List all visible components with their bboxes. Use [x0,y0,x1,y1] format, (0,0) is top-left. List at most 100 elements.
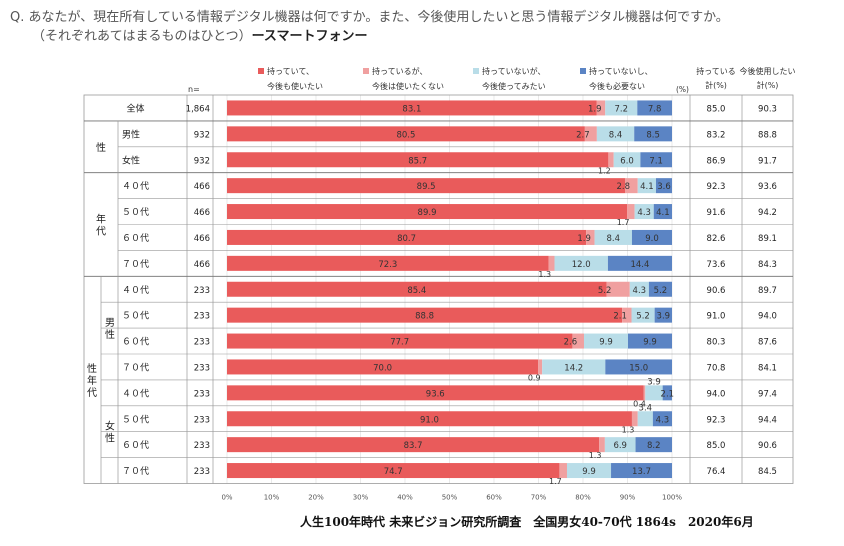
bar-segment [227,126,585,142]
want-total: 89.1 [758,234,777,244]
row-label: ５０代 [122,414,149,425]
row-label: ６０代 [122,337,149,348]
bar-value-label: 7.1 [649,156,663,166]
bar-value-label: 1.2 [598,166,611,175]
row-label: 男性 [122,128,140,140]
x-tick-label: 60% [486,494,502,501]
own-total: 85.0 [707,441,726,451]
row-n: 233 [194,363,210,373]
x-tick-label: 30% [353,494,369,501]
bar-value-label: 12.0 [572,260,591,270]
own-total: 73.6 [707,260,726,270]
own-total: 86.9 [707,156,726,166]
bar-value-label: 4.3 [637,208,651,218]
bar-value-label: 4.1 [640,182,654,192]
bar-segment [662,385,672,401]
bar-segment [648,281,672,297]
bar-segment [227,281,607,297]
group-label: 性 [87,362,97,375]
legend-swatch [473,68,479,74]
own-total: 91.6 [707,208,726,218]
x-tick-label: 10% [264,494,280,501]
group-label: 代 [87,387,97,399]
row-n: 932 [194,130,210,140]
bar-value-label: 2.1 [613,312,627,322]
bar-segment [596,126,635,142]
row-label: 全体 [126,102,144,114]
column-header: 持っている [696,66,736,76]
group-label: 性 [96,141,106,154]
bar-value-label: 3.4 [639,403,653,413]
bar-value-label: 85.7 [408,156,427,166]
question-line-1: Q. あなたが、現在所有している情報デジタル機器は何ですか。また、今後使用したい… [10,10,729,25]
row-label: ７０代 [122,259,149,270]
own-total: 94.0 [707,389,726,399]
want-total: 97.4 [758,389,777,399]
legend-label: 今後使ってみたい [482,81,546,91]
column-header: 計(%) [757,80,779,90]
want-total: 94.4 [758,415,777,425]
bar-segment [594,229,632,245]
bar-segment [608,152,614,168]
legend-label: 持っているが、 [372,66,427,76]
bar-segment [631,411,638,427]
legend-label: 持っていないし、 [589,66,653,76]
table-frame [83,94,794,484]
bar-segment [548,255,555,271]
row-n: 466 [194,208,210,218]
x-tick-label: 80% [575,494,591,501]
subgroup-label: 性 [105,432,115,445]
row-label: ７０代 [122,466,149,477]
bar-value-label: 2.8 [617,182,631,192]
legend-swatch [580,68,586,74]
bar-value-label: 8.4 [609,130,623,140]
bar-segment [227,385,644,401]
x-tick-label: 100% [662,494,682,501]
group-label: 年 [87,374,97,387]
bar-segment [227,152,609,168]
bar-value-label: 4.3 [656,415,670,425]
bar-value-label: 2.1 [661,389,675,399]
bar-value-label: 3.9 [647,377,661,387]
want-total: 88.8 [758,130,777,140]
bar-segment [631,229,672,245]
survey-footer: 人生100年時代 未来ビジョン研究所調査 全国男女40-70代 1864s 20… [300,515,754,529]
bar-value-label: 9.9 [599,338,613,348]
bar-value-label: 77.7 [390,338,409,348]
row-label: ４０代 [122,285,149,296]
bar-segment [611,463,672,479]
bar-value-label: 72.3 [378,260,397,270]
row-n: 233 [194,389,210,399]
bar-segment [637,178,656,194]
bar-value-label: 15.0 [629,363,648,373]
bar-segment [627,204,635,220]
bar-value-label: 1.7 [617,218,630,227]
row-n: 1,864 [186,104,210,114]
own-total: 82.6 [707,234,726,244]
bar-value-label: 0.9 [528,373,541,382]
bar-segment [227,333,573,349]
bar-segment [637,411,653,427]
bar-segment [622,307,632,323]
subgroup-label: 男 [105,317,115,329]
legend-label: 今後も必要ない [589,81,645,91]
bar-value-label: 2.7 [576,130,590,140]
row-n: 233 [194,286,210,296]
bar-segment [653,204,672,220]
bar-value-label: 1.9 [577,234,591,244]
question-note: （それぞれあてはまるものはひとつ） [32,29,252,44]
want-total: 84.1 [758,363,777,373]
bar-value-label: 80.7 [397,234,416,244]
bar-segment [227,100,597,116]
bar-value-label: 80.5 [396,130,415,140]
row-n: 932 [194,156,210,166]
bar-value-label: 6.9 [613,441,627,451]
bar-value-label: 3.6 [657,182,671,192]
bar-value-label: 70.0 [373,363,392,373]
row-n: 233 [194,338,210,348]
row-n: 233 [194,441,210,451]
bar-value-label: 0.4 [633,399,646,408]
legend-label: 持っていて、 [267,66,314,76]
x-tick-label: 20% [308,494,324,501]
bar-segment [606,281,630,297]
